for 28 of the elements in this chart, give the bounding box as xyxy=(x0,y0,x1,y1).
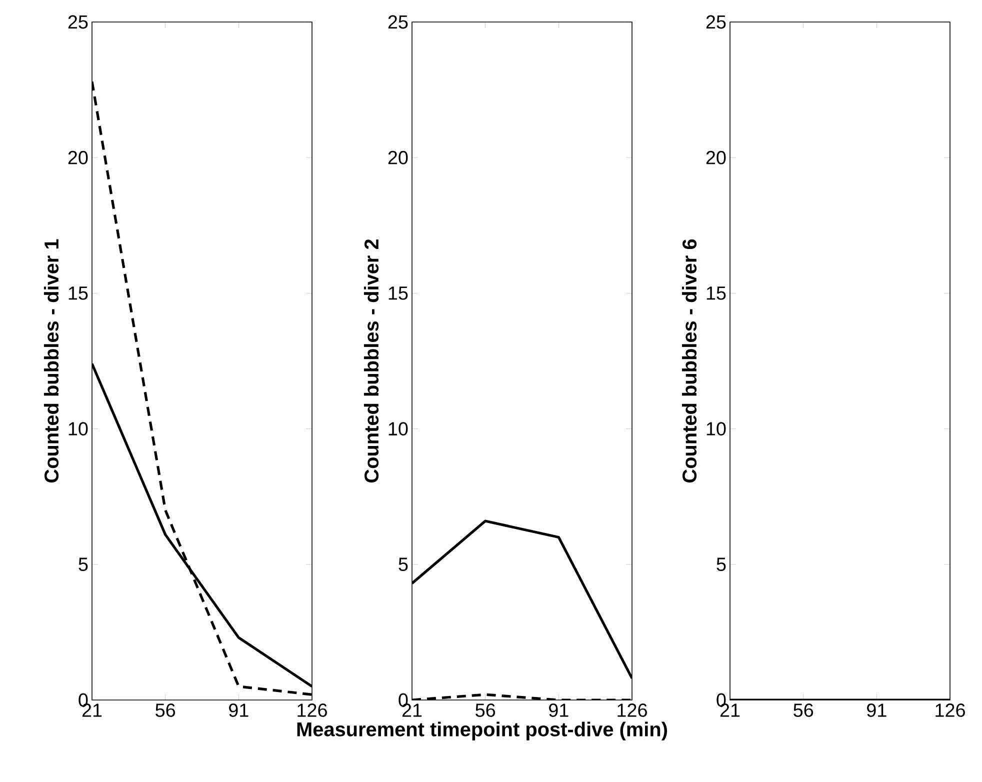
y-tick-label: 15 xyxy=(68,286,88,300)
y-tick-label: 10 xyxy=(68,422,88,436)
y-tick-label: 20 xyxy=(706,150,726,164)
x-tick-label: 91 xyxy=(867,704,886,717)
x-tick-label: 126 xyxy=(618,704,647,717)
x-tick-label: 126 xyxy=(298,704,327,717)
y-tick-label: 5 xyxy=(78,558,88,572)
x-tick-label: 56 xyxy=(156,704,176,717)
x-tick-label: 56 xyxy=(794,704,814,717)
y-tick-label: 15 xyxy=(388,286,408,300)
y-tick-label: 25 xyxy=(68,15,88,29)
y-axis-title: Counted bubbles - diver 1 xyxy=(44,239,59,483)
y-axis-title: Counted bubbles - diver 6 xyxy=(682,239,697,483)
y-tick-label: 5 xyxy=(716,558,726,572)
x-axis-title: Measurement timepoint post-dive (min) xyxy=(297,722,667,740)
y-tick-label: 20 xyxy=(388,150,408,164)
y-axis-title: Counted bubbles - diver 2 xyxy=(364,239,379,483)
x-tick-label: 91 xyxy=(229,704,248,717)
y-tick-label: 10 xyxy=(706,422,726,436)
x-tick-label: 56 xyxy=(476,704,496,717)
y-tick-label: 25 xyxy=(706,15,726,29)
y-tick-label: 25 xyxy=(388,15,408,29)
y-tick-label: 5 xyxy=(398,558,408,572)
x-tick-label: 91 xyxy=(549,704,568,717)
x-tick-label: 126 xyxy=(936,704,965,717)
y-tick-label: 20 xyxy=(68,150,88,164)
y-tick-label: 15 xyxy=(706,286,726,300)
y-tick-label: 10 xyxy=(388,422,408,436)
